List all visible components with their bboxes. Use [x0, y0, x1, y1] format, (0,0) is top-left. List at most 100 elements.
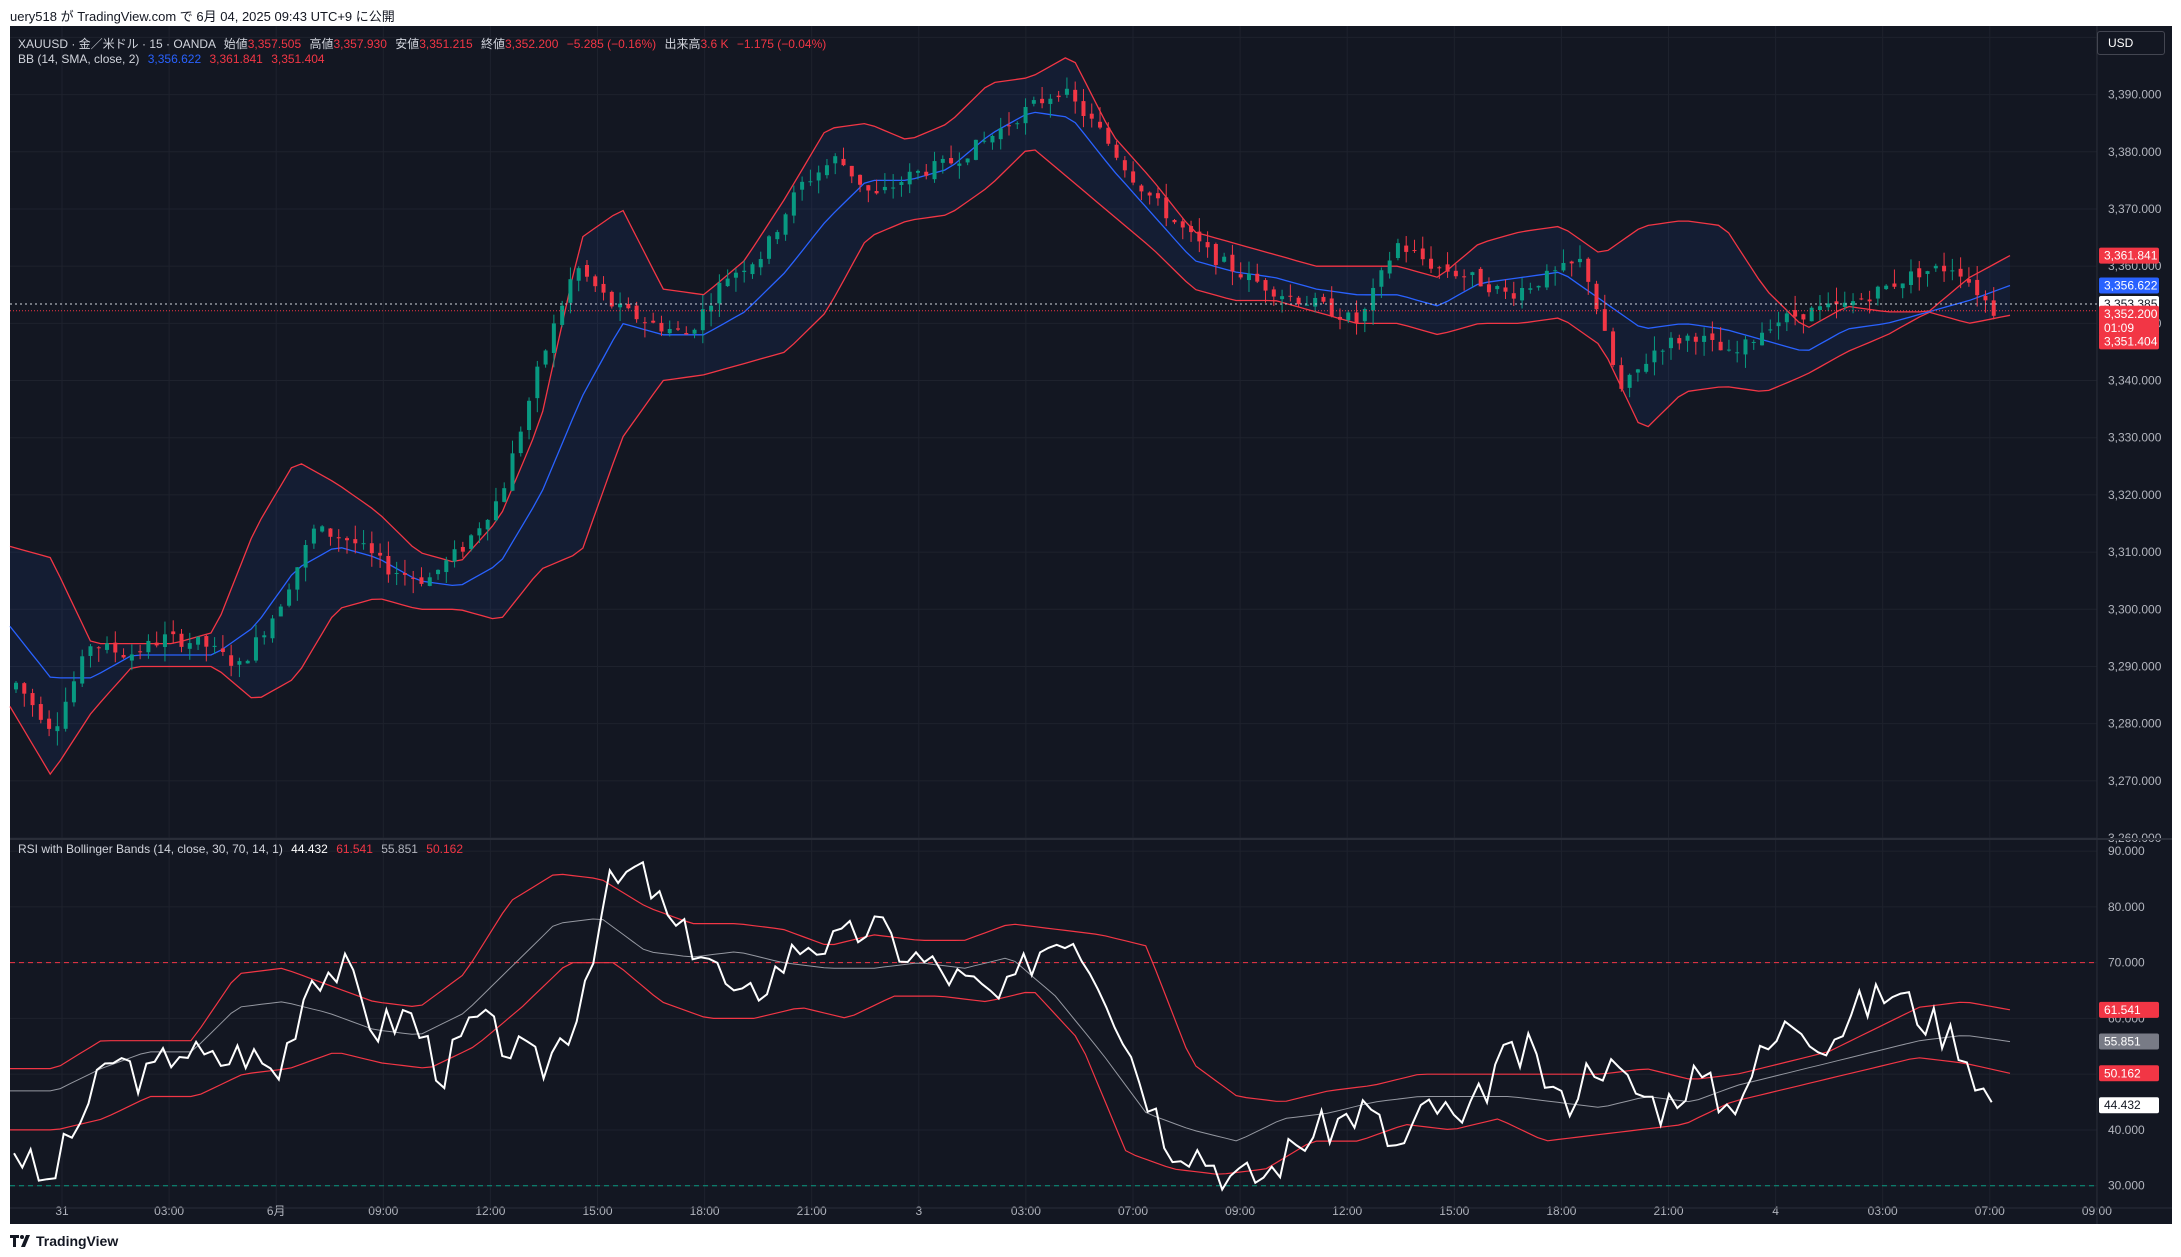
rsi-legend[interactable]: RSI with Bollinger Bands (14, close, 30,… [18, 842, 463, 856]
candle-body [196, 636, 201, 645]
candle-body [982, 140, 987, 142]
candle-body [676, 328, 680, 330]
candle-body [750, 264, 755, 275]
grid-lines [10, 26, 2098, 1208]
candlesticks [14, 77, 1996, 746]
candle-body [1362, 308, 1367, 322]
candle-body [651, 320, 656, 323]
candle-body [965, 158, 970, 163]
candle-body [1669, 337, 1673, 349]
candle-body [775, 232, 780, 240]
candle-body [1453, 270, 1458, 277]
candle-body [609, 291, 614, 307]
candle-body [1826, 303, 1831, 308]
candle-body [30, 693, 35, 706]
candle-body [692, 329, 697, 334]
candle-body [1900, 283, 1905, 289]
candle-body [1743, 339, 1748, 355]
badge-rsi-lower: 50.162 [2104, 1066, 2141, 1080]
candle-body [990, 135, 995, 143]
candle-body [179, 633, 184, 647]
time-tick: 4 [1772, 1204, 1779, 1218]
candle-body [1437, 267, 1442, 269]
candle-body [320, 526, 325, 532]
candle-body [1098, 121, 1103, 128]
candle-body [1081, 101, 1086, 116]
publish-line: uery518 が TradingView.com で 6月 04, 2025 … [10, 9, 395, 24]
badge-rsi-upper-bg [2099, 1001, 2159, 1018]
badge-rsi-basis: 55.851 [2104, 1035, 2141, 1049]
bb-legend[interactable]: BB (14, SMA, close, 2) 3,356.622 3,361.8… [18, 52, 325, 66]
main-legend: XAUUSD · 金／米ドル · 15 · OANDA 始値3,357.505 … [18, 35, 826, 52]
candle-body [47, 718, 52, 729]
candle-body [38, 704, 43, 720]
candle-body [452, 549, 457, 562]
candle-body [1429, 258, 1434, 269]
candle-body [1793, 310, 1798, 317]
candle-body [816, 172, 821, 181]
candle-body [361, 543, 366, 545]
candle-body [1189, 226, 1194, 233]
time-tick: 07:00 [1118, 1204, 1148, 1218]
candle-body [1627, 374, 1632, 388]
currency-button[interactable]: USD [2097, 31, 2165, 55]
bb-upper-value: 3,361.841 [209, 52, 263, 66]
candle-body [1925, 271, 1930, 274]
candle-body [262, 635, 267, 638]
candle-body [808, 181, 813, 183]
candle-body [791, 192, 796, 216]
volume-value: 3.6 K [700, 37, 729, 51]
candle-body [1586, 258, 1591, 282]
candle-body [1478, 268, 1483, 287]
candle-body [96, 647, 101, 649]
candle-body [1942, 265, 1947, 272]
badge-bb-upper-bg [2099, 247, 2159, 264]
candle-body [71, 681, 76, 703]
low-value: 3,351.215 [419, 37, 473, 51]
candle-body [1652, 350, 1657, 363]
candle-body [1073, 89, 1078, 102]
candle-body [80, 656, 85, 684]
candle-body [800, 181, 805, 190]
candle-body [1660, 350, 1665, 352]
candle-body [121, 654, 126, 658]
candle-body [527, 400, 532, 431]
price-tick: 3,300.000 [2108, 602, 2162, 616]
candle-body [485, 519, 490, 530]
candle-body [1801, 314, 1806, 320]
candle-body [287, 589, 292, 606]
candle-body [1577, 258, 1582, 263]
candle-body [543, 350, 548, 365]
candle-body [328, 528, 333, 537]
candle-body [1520, 287, 1525, 301]
candle-body [1635, 369, 1640, 373]
candle-body [874, 190, 879, 194]
time-tick: 12:00 [1332, 1204, 1362, 1218]
candle-body [493, 501, 498, 521]
candle-body [1048, 98, 1053, 104]
candle-body [891, 187, 896, 189]
candle-body [295, 567, 300, 590]
time-tick: 6月 [267, 1204, 286, 1218]
badge-rsi: 44.432 [2104, 1098, 2141, 1112]
candle-body [1131, 171, 1136, 183]
candle-body [1354, 312, 1359, 324]
candle-body [402, 573, 407, 575]
volume-label: 出来高 [664, 37, 701, 51]
candle-body [899, 182, 904, 186]
badge-rsi-upper: 61.541 [2104, 1003, 2141, 1017]
candle-body [1859, 298, 1864, 300]
candle-body [411, 577, 416, 579]
chart-frame[interactable] [10, 26, 2172, 1224]
bb-fill [10, 57, 2010, 775]
candle-body [187, 643, 192, 649]
candle-body [700, 309, 705, 331]
candle-body [1685, 335, 1690, 341]
rsi-tick: 70.000 [2108, 956, 2145, 970]
tradingview-logo[interactable]: TradingView [10, 1233, 118, 1249]
symbol-label[interactable]: XAUUSD · 金／米ドル · 15 · OANDA [18, 37, 216, 51]
candle-body [841, 158, 846, 166]
price-tick: 3,330.000 [2108, 431, 2162, 445]
candle-body [1379, 270, 1384, 287]
